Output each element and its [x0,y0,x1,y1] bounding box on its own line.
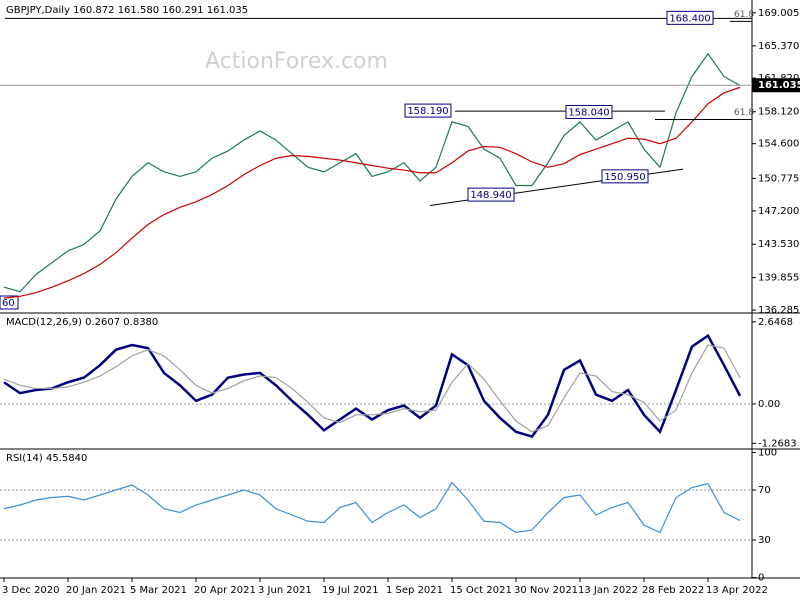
y-tick-label: 30 [758,535,771,546]
annotation-label: 148.940 [470,190,511,201]
y-tick-label: 169.005 [758,8,799,19]
rsi-title: RSI(14) 45.5840 [6,453,87,464]
annotation-label: 158.040 [568,107,609,118]
annotation-box [565,104,613,119]
x-tick-label: 20 Jan 2021 [66,585,126,596]
y-tick-label: 136.285 [758,305,799,316]
series-line [3,333,742,438]
annotation-label: 158.190 [407,106,448,117]
x-tick-label: 19 Jul 2021 [322,585,379,596]
watermark: ActionForex.com [205,49,388,74]
x-tick-label: 15 Oct 2021 [450,585,512,596]
y-tick-label: 139.855 [758,273,799,284]
edge-label: 60 [2,298,15,309]
annotation-label: 168.400 [669,13,710,24]
y-tick-label: 147.200 [758,206,799,217]
x-tick-label: 13 Apr 2022 [706,585,768,596]
y-tick-label: 150.775 [758,173,799,184]
annotation-box [601,169,649,184]
series-line [3,52,741,293]
y-tick-label: 165.370 [758,41,799,52]
series-line [3,344,741,433]
annotation-box [404,103,452,118]
edge-box [0,295,19,310]
x-tick-label: 3 Dec 2020 [2,585,60,596]
y-tick-label: 158.120 [758,107,799,118]
annotation-box [666,10,714,25]
x-tick-label: 20 Apr 2021 [194,585,256,596]
y-tick-label: 0 [758,573,764,584]
y-tick-label: 154.600 [758,139,799,150]
last-price-box [752,78,800,93]
x-tick-label: 13 Jan 2022 [578,585,638,596]
annotation-label: 150.950 [604,172,645,183]
y-tick-label: 100 [758,448,777,459]
last-price-label: 161.035 [758,80,800,91]
y-tick-label: 2.6468 [758,317,793,328]
series-line [3,86,741,299]
series-line [3,481,741,534]
x-tick-label: 5 Mar 2021 [130,585,187,596]
fib-label: 61.8 [734,10,754,20]
y-tick-label: 143.530 [758,239,799,250]
x-tick-label: 30 Nov 2021 [514,585,578,596]
price-title: GBPJPY,Daily 160.872 161.580 160.291 161… [6,5,248,16]
y-tick-label: 70 [758,485,771,496]
y-tick-label: -1.2683 [758,438,797,449]
macd-title: MACD(12,26,9) 0.2607 0.8380 [6,317,158,328]
x-tick-label: 28 Feb 2022 [642,585,704,596]
fib-label: 61.8 [734,108,754,118]
y-tick-label: 0.00 [758,399,780,410]
x-tick-label: 3 Jun 2021 [258,585,312,596]
annotation-box [467,187,515,202]
x-tick-label: 1 Sep 2021 [386,585,443,596]
